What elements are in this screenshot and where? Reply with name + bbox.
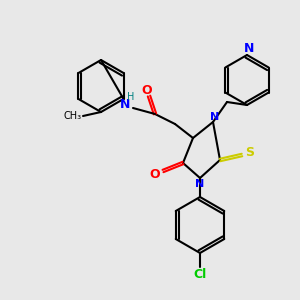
Text: H: H [127, 92, 135, 102]
Text: N: N [244, 43, 254, 56]
Text: N: N [195, 179, 205, 189]
Text: N: N [120, 98, 130, 110]
Text: N: N [210, 112, 220, 122]
Text: S: S [245, 146, 254, 160]
Text: O: O [142, 83, 152, 97]
Text: CH₃: CH₃ [64, 111, 82, 121]
Text: Cl: Cl [194, 268, 207, 281]
Text: O: O [150, 169, 160, 182]
